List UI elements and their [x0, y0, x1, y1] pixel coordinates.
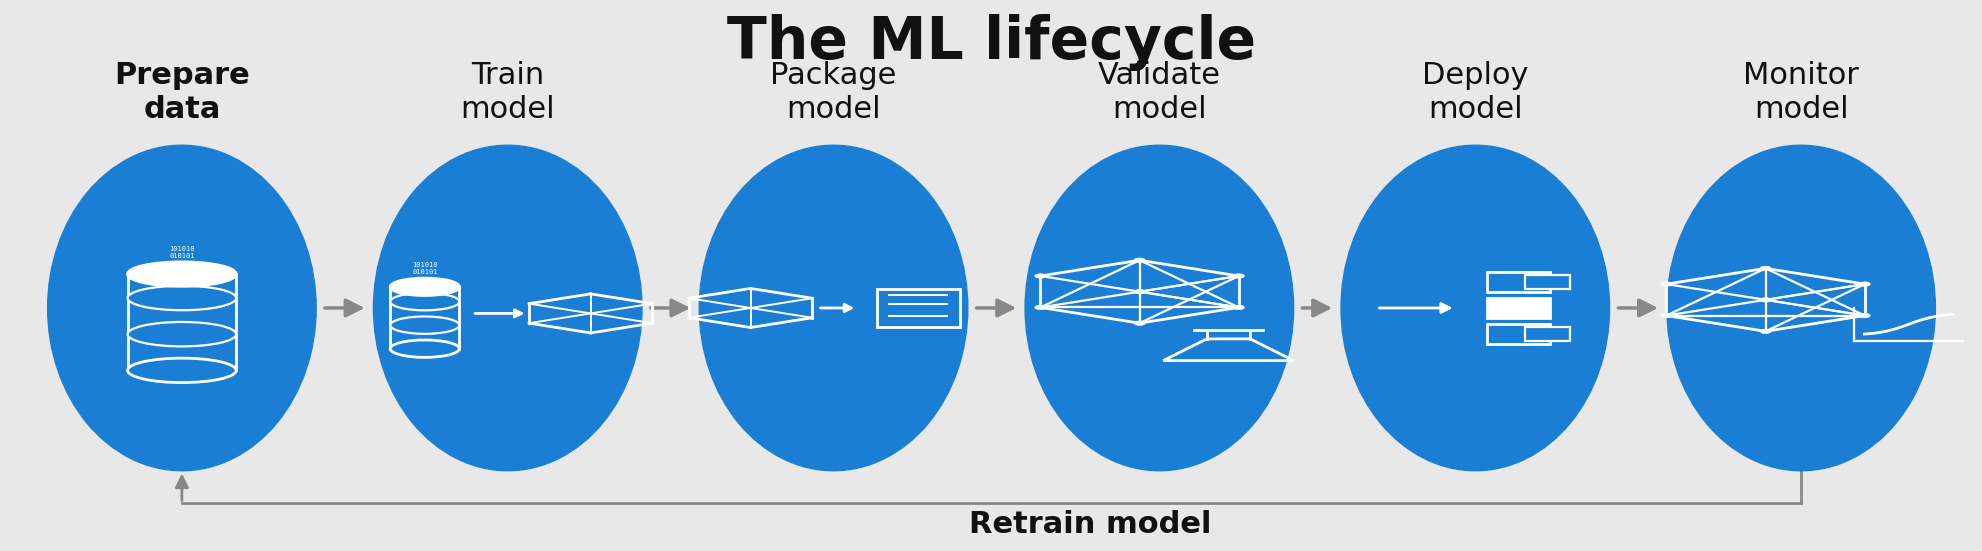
- Ellipse shape: [390, 278, 460, 295]
- Ellipse shape: [1760, 329, 1770, 333]
- Ellipse shape: [1134, 321, 1144, 325]
- Text: Train
model: Train model: [460, 61, 555, 123]
- Ellipse shape: [390, 340, 460, 358]
- FancyBboxPatch shape: [1486, 272, 1550, 292]
- Ellipse shape: [1233, 274, 1243, 278]
- Text: 101010
010101: 101010 010101: [412, 262, 438, 276]
- Ellipse shape: [390, 293, 460, 310]
- Ellipse shape: [1667, 145, 1934, 471]
- Ellipse shape: [700, 145, 967, 471]
- Ellipse shape: [127, 358, 236, 382]
- Text: Validate
model: Validate model: [1098, 61, 1221, 123]
- Text: The ML lifecycle: The ML lifecycle: [727, 14, 1255, 71]
- Text: Deploy
model: Deploy model: [1421, 61, 1528, 123]
- FancyBboxPatch shape: [1524, 275, 1570, 289]
- Text: Package
model: Package model: [769, 61, 896, 123]
- Ellipse shape: [1035, 305, 1045, 310]
- Ellipse shape: [1025, 145, 1292, 471]
- Ellipse shape: [1859, 282, 1869, 287]
- Ellipse shape: [1233, 305, 1243, 310]
- Ellipse shape: [127, 286, 236, 310]
- Ellipse shape: [390, 316, 460, 334]
- Ellipse shape: [1760, 298, 1770, 302]
- Ellipse shape: [373, 145, 642, 471]
- Ellipse shape: [127, 322, 236, 347]
- Text: Retrain model: Retrain model: [969, 510, 1211, 539]
- FancyBboxPatch shape: [1486, 298, 1550, 318]
- Ellipse shape: [48, 145, 315, 471]
- Ellipse shape: [1661, 282, 1671, 287]
- Ellipse shape: [1760, 266, 1770, 271]
- FancyBboxPatch shape: [1486, 323, 1550, 344]
- Text: Monitor
model: Monitor model: [1742, 61, 1857, 123]
- Ellipse shape: [127, 262, 236, 287]
- Ellipse shape: [1134, 258, 1144, 262]
- Ellipse shape: [1035, 274, 1045, 278]
- Ellipse shape: [1661, 314, 1671, 318]
- FancyBboxPatch shape: [876, 289, 959, 327]
- Text: Prepare
data: Prepare data: [113, 61, 250, 123]
- Ellipse shape: [1340, 145, 1609, 471]
- Ellipse shape: [1859, 314, 1869, 318]
- Text: 101010
010101: 101010 010101: [168, 246, 194, 259]
- FancyBboxPatch shape: [1524, 327, 1570, 341]
- Ellipse shape: [1134, 289, 1144, 294]
